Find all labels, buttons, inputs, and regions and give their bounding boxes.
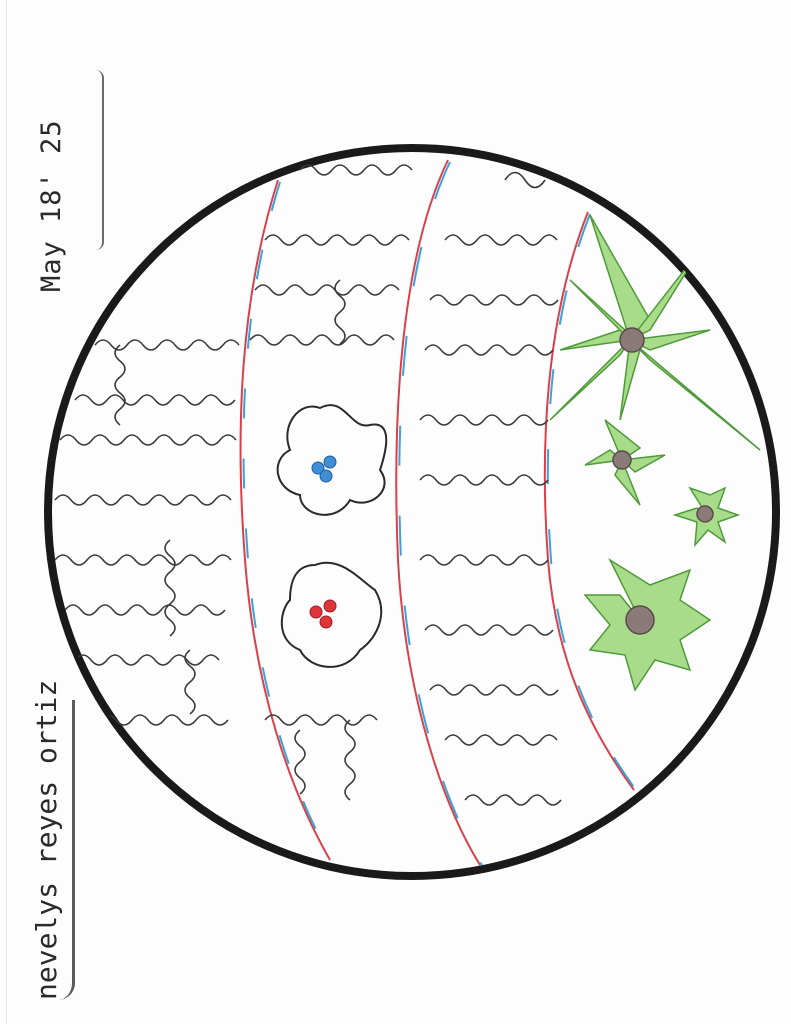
blossom-icon <box>276 404 388 516</box>
small-flower-icon <box>672 486 741 548</box>
small-flower-icon <box>584 419 666 506</box>
right-band-scribbles <box>419 171 562 806</box>
name-underline <box>58 700 75 1000</box>
paper-edge <box>6 0 7 1024</box>
band-lines <box>239 159 637 866</box>
star-flower-icon <box>549 214 761 451</box>
left-band-scribbles <box>54 339 240 726</box>
middle-band-scribbles <box>249 164 413 801</box>
small-flower-icon <box>583 557 712 692</box>
date-underline <box>96 70 104 250</box>
circle-outline <box>44 144 780 880</box>
blossom-icon <box>280 561 383 668</box>
